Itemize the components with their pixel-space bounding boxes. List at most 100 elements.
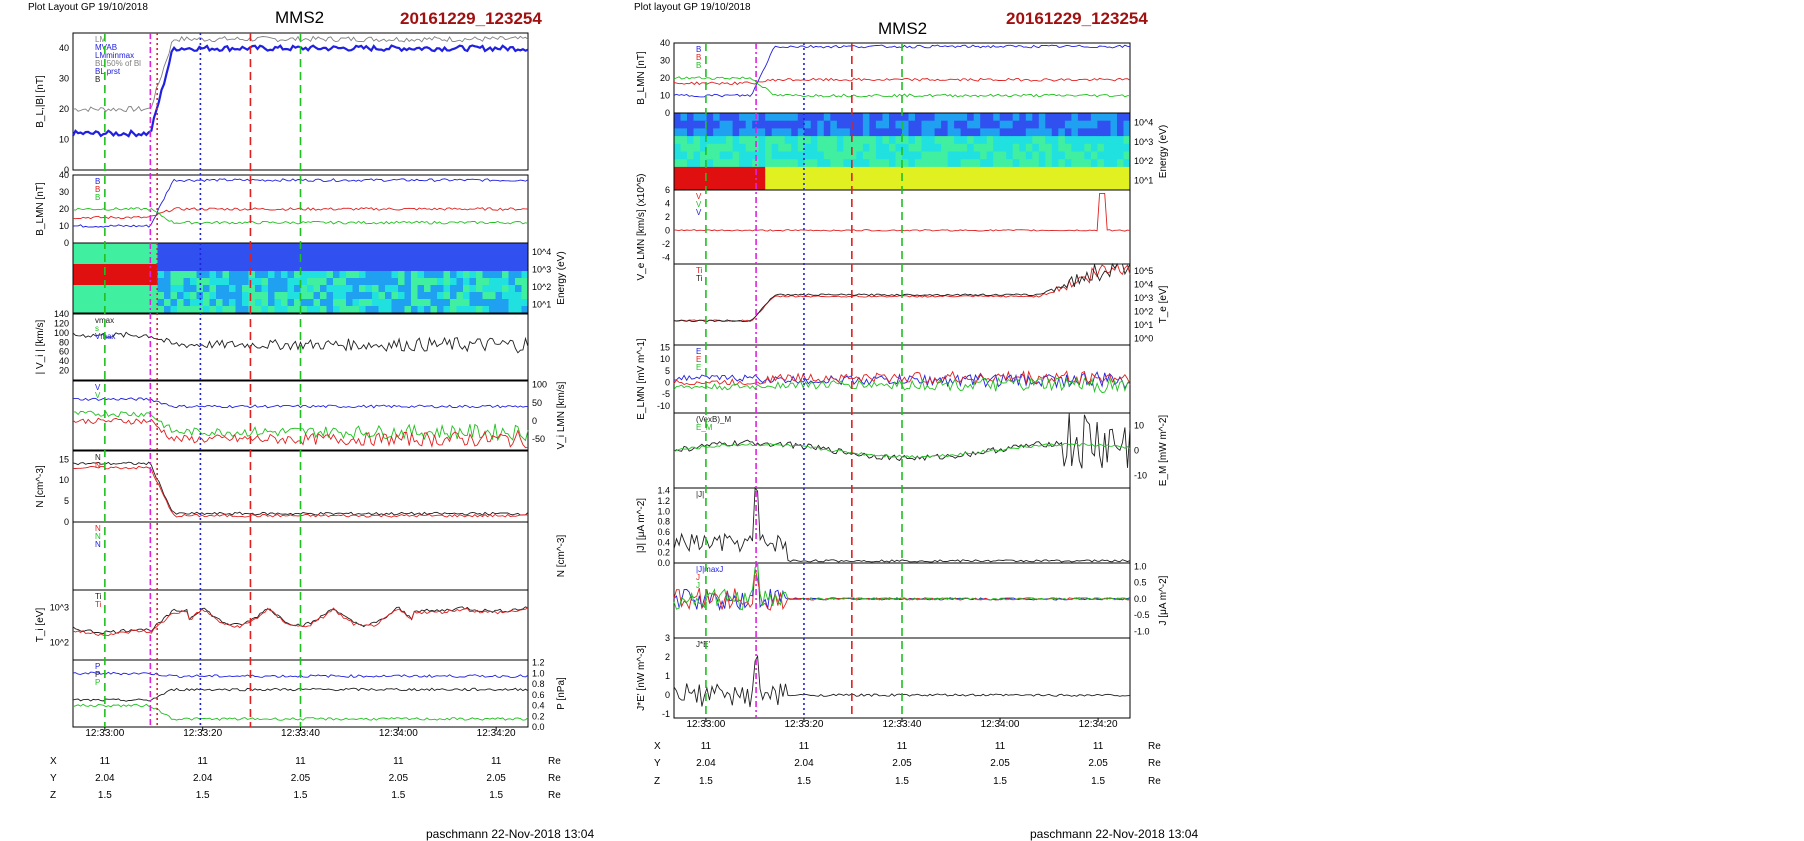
- spectrogram-cell: [443, 264, 451, 272]
- spectrogram-cell: [830, 113, 838, 122]
- spectrogram-cell: [700, 113, 708, 122]
- spectrogram-cell: [521, 299, 529, 307]
- y-tick-label: 2: [665, 212, 670, 222]
- event-id: 20161229_123254: [400, 9, 542, 28]
- spectrogram-cell: [482, 264, 490, 272]
- spectrogram-cell: [1110, 143, 1118, 152]
- spectrogram-cell: [771, 136, 779, 145]
- y-tick-label: 10^3: [50, 603, 69, 613]
- spectrogram-cell: [1012, 159, 1020, 168]
- spectrogram-cell: [1117, 143, 1124, 152]
- plot-layout-label: Plot Layout GP 19/10/2018: [28, 2, 148, 13]
- spectrogram-cell: [1051, 120, 1059, 129]
- spectrogram-cell: [797, 120, 805, 129]
- spectrogram-cell: [170, 278, 178, 286]
- spectrogram-cell: [765, 174, 773, 183]
- legend-entry: BL 50% of Bl: [95, 59, 141, 68]
- spectrogram-cell: [1012, 143, 1020, 152]
- spectrogram-cell: [960, 143, 968, 152]
- spectrogram-cell: [934, 151, 942, 160]
- spectrogram-cell: [902, 182, 909, 191]
- panel-8: 0.00.20.40.60.81.01.2P [nPa]PPP: [72, 658, 567, 732]
- y-tick-label: 0.2: [532, 711, 545, 721]
- y-tick-label: 10: [59, 135, 69, 145]
- spectrogram-cell: [495, 285, 503, 293]
- spectrogram-cell: [125, 250, 132, 258]
- spectrogram-cell: [986, 128, 994, 137]
- spectrogram-cell: [430, 250, 438, 258]
- spectrogram-cell: [144, 292, 152, 300]
- spectrogram-cell: [164, 278, 171, 286]
- spectrogram-cell: [118, 299, 126, 307]
- spectrogram-cell: [947, 174, 955, 183]
- y-tick-label: 40: [59, 356, 69, 366]
- spectrogram-cell: [862, 151, 870, 160]
- spectrogram-cell: [797, 113, 805, 122]
- spectrogram-cell: [1090, 166, 1098, 176]
- spectrogram-cell: [450, 306, 457, 314]
- spectrogram-cell: [986, 120, 994, 129]
- spectrogram-cell: [391, 278, 399, 286]
- spectrogram-cell: [248, 299, 256, 307]
- spectrogram-cell: [307, 306, 314, 314]
- spectrogram-cell: [391, 271, 399, 279]
- spectrogram-cell: [999, 174, 1007, 183]
- spectrogram-cell: [921, 182, 929, 191]
- spectrogram-cell: [326, 278, 334, 286]
- spectrogram-cell: [274, 243, 282, 251]
- spectrogram-cell: [157, 250, 165, 258]
- legend-entry: B: [696, 45, 701, 54]
- spectrogram-cell: [765, 151, 773, 160]
- spectrogram-cell: [960, 113, 968, 122]
- spectrogram-cell: [183, 271, 191, 279]
- spectrogram-cell: [915, 128, 922, 137]
- spectrogram-cell: [882, 159, 890, 168]
- spectrogram-cell: [411, 285, 418, 293]
- spectrogram-cell: [1123, 159, 1131, 168]
- spectrogram-cell: [1084, 143, 1092, 152]
- spectrogram-cell: [700, 159, 708, 168]
- spectrogram-cell: [398, 306, 405, 314]
- spectrogram-cell: [947, 143, 955, 152]
- spectrogram-cell: [915, 151, 922, 160]
- spectrogram-cell: [745, 128, 753, 137]
- spectrogram-cell: [352, 250, 360, 258]
- spectrogram-cell: [463, 257, 470, 265]
- spectrogram-cell: [313, 299, 321, 307]
- y-tick-label: -10: [1134, 471, 1147, 481]
- spectrogram-cell: [203, 292, 210, 300]
- spectrogram-cell: [836, 113, 844, 122]
- spectrogram-cell: [352, 285, 360, 293]
- spectrogram-cell: [856, 113, 864, 122]
- spectrogram-cell: [895, 120, 903, 129]
- spectrogram-cell: [307, 257, 314, 265]
- y-tick-label: 0.8: [657, 517, 670, 527]
- spectrogram-cell: [849, 174, 857, 183]
- spectrogram-cell: [980, 143, 988, 152]
- spectrogram-cell: [300, 271, 308, 279]
- y-tick-label: 0: [665, 108, 670, 118]
- spectrogram-cell: [954, 120, 962, 129]
- spectrogram-cell: [131, 299, 139, 307]
- spectrogram-cell: [242, 250, 249, 258]
- spectrogram-cell: [791, 182, 799, 191]
- spectrogram-cell: [157, 278, 165, 286]
- spectrogram-cell: [144, 264, 152, 272]
- x-tick-label: 12:34:00: [981, 719, 1020, 730]
- spectrogram-cell: [307, 278, 314, 286]
- spectrogram-cell: [836, 128, 844, 137]
- spectrogram-cell: [1097, 166, 1105, 176]
- spectrogram-cell: [732, 113, 740, 122]
- spectrogram-cell: [1084, 151, 1092, 160]
- spectrogram-cell: [687, 151, 694, 160]
- spectrogram-cell: [209, 250, 217, 258]
- spectrogram-cell: [791, 151, 799, 160]
- spectrogram-cell: [921, 151, 929, 160]
- spectrogram-cell: [333, 306, 340, 314]
- spectrogram-cell: [346, 285, 353, 293]
- spectrogram-cell: [365, 278, 373, 286]
- spectrogram-cell: [941, 143, 949, 152]
